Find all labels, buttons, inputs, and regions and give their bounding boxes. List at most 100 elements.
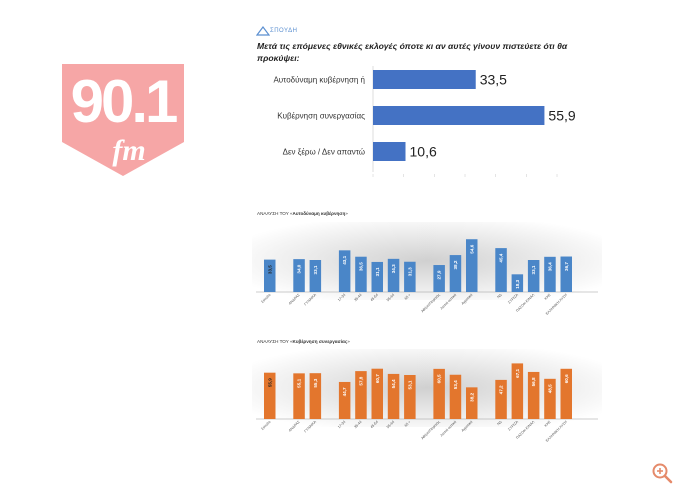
- value-label: 48,5: [547, 384, 552, 393]
- value-label: 10,6: [410, 144, 437, 160]
- value-label: 60,7: [375, 374, 380, 383]
- value-label: 67,1: [515, 368, 520, 377]
- bar: [495, 379, 507, 419]
- bar: [338, 381, 351, 419]
- value-label: 56,8: [531, 377, 536, 386]
- bar: [560, 256, 572, 292]
- bar: [293, 259, 305, 292]
- category-label: 45-54: [370, 420, 379, 429]
- radio-logo: 90.1 fm: [62, 64, 184, 176]
- bar: [527, 371, 540, 419]
- category-label: Σύνολο: [260, 420, 271, 431]
- category-label: Κυβέρνηση συνεργασίας: [277, 112, 365, 121]
- pollster-icon: [256, 26, 270, 36]
- category-label: 55-64: [386, 420, 395, 429]
- bar: [293, 373, 305, 419]
- bar: [511, 274, 524, 292]
- bar: [466, 239, 478, 292]
- chart-title-coalition: ΑΝΑΛΥΣΗ ΤΟΥ «Κυβέρνηση συνεργασίας»: [257, 339, 350, 344]
- main-bar-chart: Αυτοδύναμη κυβέρνηση ή 33,5 Κυβέρνηση συνε…: [273, 66, 576, 177]
- value-label: 33,1: [313, 265, 318, 274]
- value-label: 33,1: [531, 265, 536, 274]
- category-label: 65 +: [404, 420, 412, 428]
- category-label: ΝΔ: [496, 292, 503, 299]
- value-label: 38,2: [453, 260, 458, 269]
- category-label: Αυτοδύναμη κυβέρνηση ή: [273, 76, 365, 85]
- value-label: 47,2: [499, 385, 504, 394]
- value-label: 34,3: [391, 264, 396, 273]
- bar: [560, 368, 572, 419]
- pollster-name: ΣΠΟΥΔΗ: [270, 28, 298, 34]
- coalition-breakdown-chart: 55,9Σύνολο55,1ΑΝΔΡΑΣ55,3ΓΥΝΑΙΚΑ44,717-34…: [252, 349, 602, 443]
- value-label: 57,8: [358, 376, 363, 385]
- bar: [544, 378, 556, 419]
- logo-number: 90.1: [71, 68, 177, 135]
- value-label: 44,7: [342, 387, 347, 396]
- bar: [466, 387, 478, 419]
- bar: [373, 106, 545, 125]
- bar: [433, 368, 445, 419]
- bar: [404, 261, 416, 292]
- bar: [309, 260, 322, 292]
- bar: [309, 373, 322, 419]
- value-label: 36,7: [564, 262, 569, 271]
- logo-fm: fm: [112, 134, 145, 167]
- survey-question: Μετά τις επόμενες εθνικές εκλογές όποτε …: [257, 41, 568, 63]
- value-label: 36,5: [358, 262, 363, 271]
- chart-title-single-party: ΑΝΑΛΥΣΗ ΤΟΥ «Αυτοδύναμη κυβέρνηση»: [257, 211, 348, 216]
- value-label: 55,9: [548, 108, 575, 124]
- zoom-in-icon[interactable]: [651, 462, 673, 484]
- value-label: 53,4: [453, 380, 458, 389]
- bar: [338, 250, 351, 292]
- value-label: 31,1: [375, 267, 380, 276]
- bar: [371, 368, 383, 419]
- bar: [433, 265, 445, 292]
- value-label: 55,3: [313, 378, 318, 387]
- category-label: Σύνολο: [260, 293, 271, 304]
- category-label: ΚΚΕ: [544, 292, 552, 300]
- bar: [495, 248, 507, 292]
- category-label: ΝΔ: [496, 419, 503, 426]
- value-label: 54,6: [469, 244, 474, 253]
- category-label: Δεν ξέρω / Δεν απαντώ: [283, 148, 365, 157]
- value-label: 53,1: [407, 380, 412, 389]
- value-label: 38,2: [469, 392, 474, 401]
- bar: [264, 259, 276, 292]
- value-label: 33,5: [480, 72, 507, 88]
- bar: [371, 261, 383, 292]
- value-label: 34,0: [297, 264, 302, 273]
- category-label: 17-34: [337, 293, 346, 302]
- bar: [527, 260, 540, 292]
- bar: [404, 375, 416, 419]
- bar: [387, 373, 400, 419]
- bar: [449, 255, 462, 292]
- category-label: 17-34: [337, 420, 346, 429]
- value-label: 31,3: [407, 267, 412, 276]
- value-label: 33,5: [267, 265, 272, 274]
- category-label: 65 +: [404, 293, 412, 301]
- value-label: 27,9: [437, 270, 442, 279]
- bar: [511, 363, 524, 419]
- value-label: 43,1: [342, 255, 347, 264]
- pollster-logo: ΣΠΟΥΔΗ: [256, 26, 316, 38]
- bar: [373, 142, 406, 161]
- bar: [387, 258, 400, 292]
- value-label: 55,9: [267, 378, 272, 387]
- bar: [373, 70, 476, 89]
- value-label: 55,1: [297, 378, 302, 387]
- single-party-breakdown-chart: 33,5Σύνολο34,0ΑΝΔΡΑΣ33,1ΓΥΝΑΙΚΑ43,117-34…: [252, 222, 602, 316]
- bar: [264, 372, 276, 419]
- category-label: 35-44: [353, 420, 362, 429]
- value-label: 60,6: [564, 374, 569, 383]
- category-label: 55-64: [386, 293, 395, 302]
- value-label: 60,5: [437, 374, 442, 383]
- value-label: 36,4: [547, 262, 552, 271]
- bar: [449, 374, 462, 419]
- value-label: 45,4: [499, 253, 504, 262]
- logo-shield: [62, 64, 184, 176]
- category-label: ΚΚΕ: [544, 419, 552, 427]
- bar: [355, 371, 367, 419]
- bar: [355, 256, 367, 292]
- value-label: 18,3: [515, 279, 520, 288]
- bar: [544, 256, 556, 292]
